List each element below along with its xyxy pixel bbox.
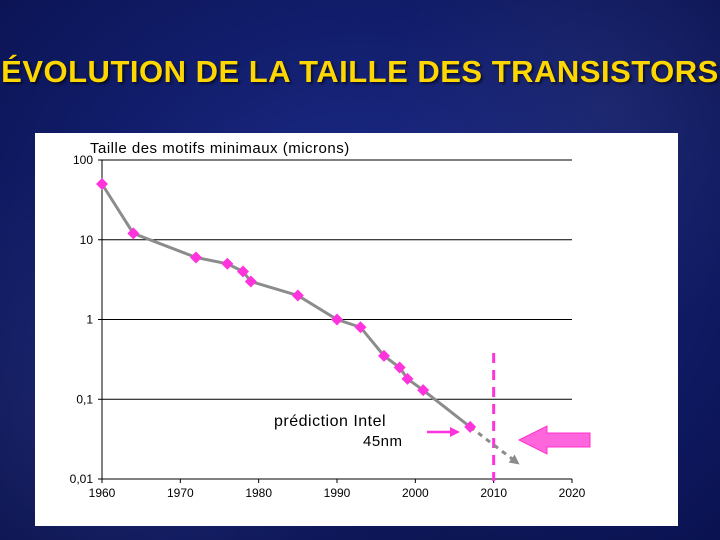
data-point xyxy=(127,227,140,240)
data-point xyxy=(96,178,108,191)
data-point xyxy=(237,265,249,278)
data-point xyxy=(190,251,202,264)
x-tick-labels: 1960 1970 1980 1990 2000 2010 2020 xyxy=(89,486,586,500)
prediction-annotation: prédiction Intel 45nm xyxy=(274,413,460,450)
data-point xyxy=(221,257,234,270)
x-tick-label: 2020 xyxy=(559,486,586,500)
prediction-value: 45nm xyxy=(363,433,403,450)
y-tick-label: 100 xyxy=(73,153,93,167)
data-point xyxy=(291,289,304,302)
x-tick-label: 2010 xyxy=(480,486,507,500)
data-point xyxy=(393,361,406,374)
x-tick-label: 1960 xyxy=(89,486,116,500)
data-point xyxy=(244,275,257,288)
y-tick-label: 10 xyxy=(80,233,94,247)
data-point xyxy=(417,384,430,397)
chart-title: Taille des motifs minimaux (microns) xyxy=(90,140,350,157)
prediction-label: prédiction Intel xyxy=(274,413,386,430)
slide-title: ÉVOLUTION DE LA TAILLE DES TRANSISTORS xyxy=(1,54,719,89)
data-point xyxy=(331,313,343,326)
y-tick-label: 1 xyxy=(86,313,93,327)
x-tick-label: 2000 xyxy=(402,486,429,500)
x-tick-label: 1980 xyxy=(245,486,272,500)
log-chart: Taille des motifs minimaux (microns) 100… xyxy=(70,140,586,500)
data-point xyxy=(354,321,367,334)
y-tick-label: 0,01 xyxy=(70,472,94,486)
data-series xyxy=(96,178,520,481)
size-25nm-label: 25nm xyxy=(597,424,653,449)
chart-panel: Taille des motifs minimaux (microns) 100… xyxy=(35,133,678,526)
data-point xyxy=(401,372,414,385)
data-point xyxy=(378,349,390,362)
data-point xyxy=(464,420,477,433)
x-tick-label: 1970 xyxy=(167,486,194,500)
x-tick-label: 1990 xyxy=(324,486,351,500)
series-line xyxy=(100,183,472,429)
y-tick-label: 0,1 xyxy=(76,392,93,406)
y-tick-labels: 100 10 1 0,1 0,01 xyxy=(70,153,94,486)
